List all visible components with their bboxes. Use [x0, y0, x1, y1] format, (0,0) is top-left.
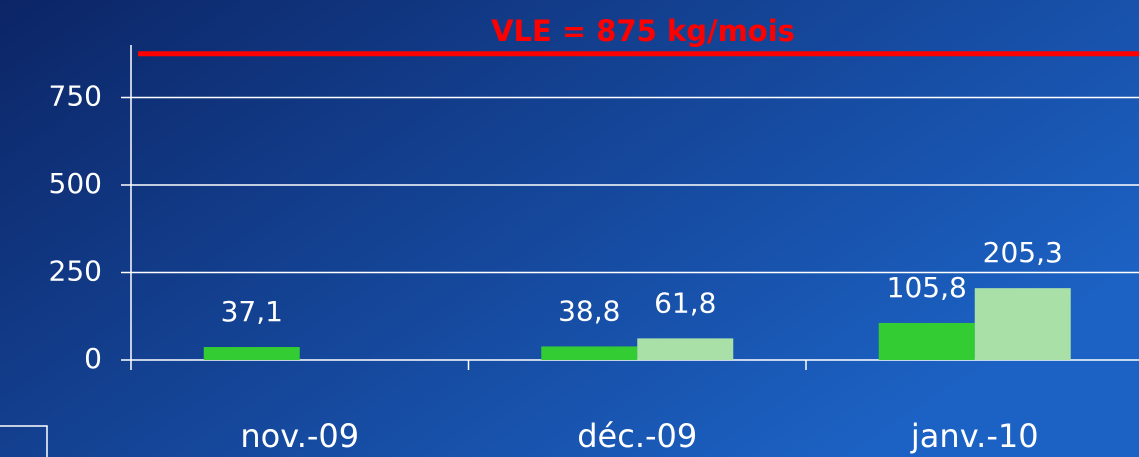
bar: [203, 347, 300, 360]
value-label: 37,1: [221, 295, 283, 328]
value-label: 205,3: [983, 236, 1063, 269]
value-label: 61,8: [654, 286, 716, 319]
bar: [974, 288, 1071, 360]
bar: [637, 338, 734, 360]
x-tick-label: janv.-10: [910, 417, 1039, 455]
x-tick-label: déc.-09: [577, 417, 697, 455]
value-label: 105,8: [887, 271, 967, 304]
y-tick-label: 250: [49, 255, 102, 288]
decoration: [0, 425, 48, 457]
reference-label: VLE = 875 kg/mois: [491, 14, 795, 48]
x-tick-label: nov.-09: [240, 417, 359, 455]
bar: [541, 346, 638, 360]
y-tick-label: 500: [49, 167, 102, 200]
value-label: 38,8: [558, 294, 620, 327]
y-tick-label: 750: [49, 80, 102, 113]
bar: [878, 322, 975, 360]
y-tick-label: 0: [84, 342, 102, 375]
